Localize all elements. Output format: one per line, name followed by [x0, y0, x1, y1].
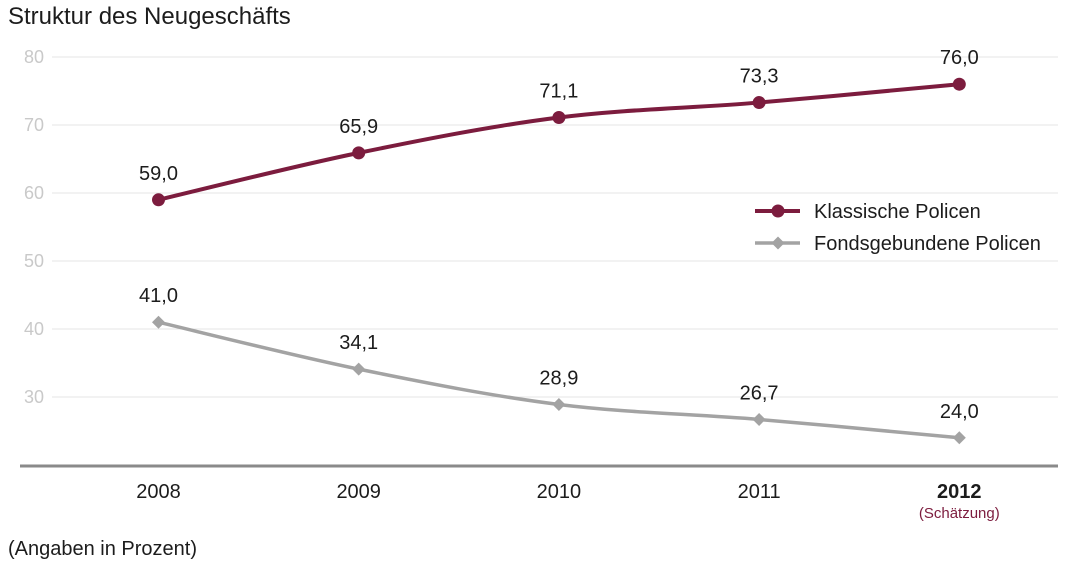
- legend-item-klassische-policen: Klassische Policen: [755, 201, 981, 223]
- marker-fondsgebundene-policen-2010: [552, 397, 566, 411]
- data-label-klassische-policen-2012: 76,0: [940, 47, 979, 69]
- x-tick-label-2009: 2009: [336, 481, 381, 503]
- legend-label-klassische-policen: Klassische Policen: [814, 201, 981, 223]
- marker-fondsgebundene-policen-2012: [952, 431, 966, 445]
- data-label-klassische-policen-2010: 71,1: [539, 81, 578, 103]
- marker-fondsgebundene-policen-2008: [152, 315, 165, 329]
- y-tick-label-80: 80: [24, 47, 44, 67]
- chart-title: Struktur des Neugeschäfts: [8, 3, 291, 30]
- marker-klassische-policen-2012: [952, 77, 966, 91]
- marker-fondsgebundene-policen-2011: [752, 412, 766, 426]
- data-label-fondsgebundene-policen-2009: 34,1: [339, 332, 378, 354]
- data-label-fondsgebundene-policen-2010: 28,9: [539, 367, 578, 389]
- x-tick-note-2012: (Schätzung): [919, 505, 1000, 522]
- y-tick-label-30: 30: [24, 387, 44, 407]
- legend-marker-klassische-policen: [771, 204, 785, 218]
- series-layer: 59,0 65,9 71,1 73,3 76,0 41,0 34,1 28,9 26,7 24,0: [139, 47, 979, 445]
- data-label-klassische-policen-2009: 65,9: [339, 116, 378, 138]
- legend-item-fondsgebundene-policen: Fondsgebundene Policen: [755, 233, 1041, 255]
- x-tick-label-2010: 2010: [537, 481, 582, 503]
- marker-klassische-policen-2010: [552, 111, 566, 125]
- data-label-fondsgebundene-policen-2011: 26,7: [740, 382, 779, 404]
- y-tick-label-50: 50: [24, 251, 44, 271]
- marker-klassische-policen-2009: [352, 146, 366, 160]
- grid-layer: 80 70 60 50 40 30: [24, 47, 1058, 407]
- x-tick-label-2012: 2012: [937, 481, 982, 503]
- marker-klassische-policen-2008: [152, 193, 165, 207]
- axis-layer: 2008 2009 2010 2011 2012 (Schätzung): [20, 464, 1058, 522]
- y-tick-label-70: 70: [24, 115, 44, 135]
- x-tick-label-2011: 2011: [738, 481, 781, 503]
- x-tick-label-2008: 2008: [136, 481, 181, 503]
- legend-label-fondsgebundene-policen: Fondsgebundene Policen: [814, 233, 1041, 255]
- data-label-klassische-policen-2008: 59,0: [139, 163, 178, 185]
- data-label-klassische-policen-2011: 73,3: [740, 66, 779, 88]
- y-tick-label-40: 40: [24, 319, 44, 339]
- footnote: (Angaben in Prozent): [8, 538, 197, 560]
- data-label-fondsgebundene-policen-2012: 24,0: [940, 401, 979, 423]
- y-tick-label-60: 60: [24, 183, 44, 203]
- data-label-fondsgebundene-policen-2008: 41,0: [139, 285, 178, 307]
- marker-fondsgebundene-policen-2009: [352, 362, 366, 376]
- legend-marker-fondsgebundene-policen: [771, 236, 785, 250]
- marker-klassische-policen-2011: [752, 96, 766, 110]
- legend: Klassische Policen Fondsgebundene Policen: [755, 201, 1041, 255]
